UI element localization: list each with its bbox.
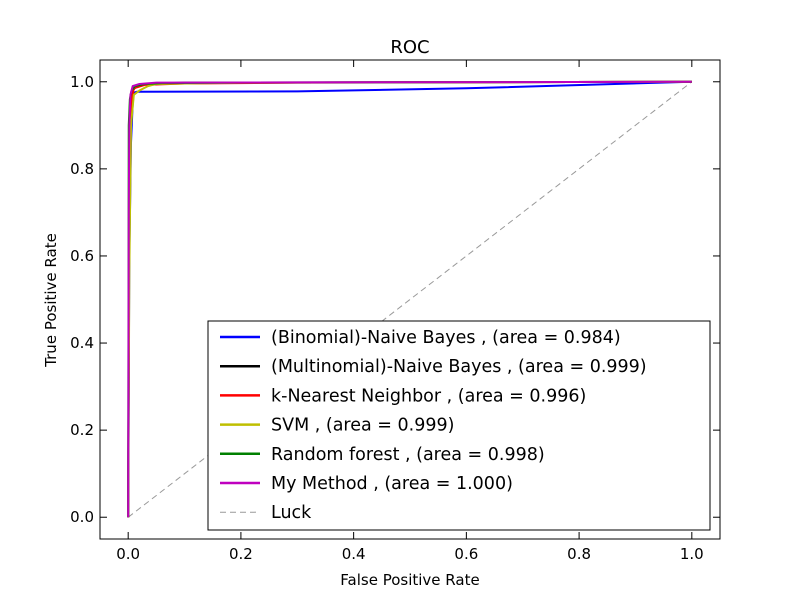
ticks-layer: 0.0 0.2 0.4 0.6 0.8 1.0 0.0 0.2 0.4 0.6 0.8 1.0 xyxy=(70,60,720,563)
x-tick-label: 0.8 xyxy=(567,545,591,563)
x-tick-label: 0.6 xyxy=(454,545,478,563)
x-tick-label: 0.4 xyxy=(342,545,366,563)
y-tick-label: 0.8 xyxy=(70,160,94,178)
legend-label-0: (Binomial)-Naive Bayes , (area = 0.984) xyxy=(271,328,621,348)
legend-frame xyxy=(207,320,711,531)
y-tick-label: 0.6 xyxy=(70,247,94,265)
y-tick-label: 0.2 xyxy=(70,421,94,439)
series-layer xyxy=(127,80,693,518)
x-tick-label: 1.0 xyxy=(680,545,704,563)
x-tick-label: 0.2 xyxy=(229,545,253,563)
x-axis-label: False Positive Rate xyxy=(340,571,479,589)
legend-label-1: (Multinomial)-Naive Bayes , (area = 0.99… xyxy=(271,357,647,377)
legend: (Binomial)-Naive Bayes , (area = 0.984) (… xyxy=(207,320,711,531)
legend-label-4: Random forest , (area = 0.998) xyxy=(271,445,545,465)
legend-label-5: My Method , (area = 1.000) xyxy=(271,474,513,494)
plot-frame xyxy=(99,59,721,540)
series-line-6 xyxy=(127,81,693,518)
y-tick-label: 0.0 xyxy=(70,508,94,526)
y-tick-label: 0.4 xyxy=(70,334,94,352)
x-tick-label: 0.0 xyxy=(116,545,140,563)
legend-label-3: SVM , (area = 0.999) xyxy=(271,416,454,436)
legend-label-6: Luck xyxy=(271,503,312,523)
legend-label-2: k-Nearest Neighbor , (area = 0.996) xyxy=(271,386,586,406)
series-line-5 xyxy=(127,80,692,518)
y-tick-label: 1.0 xyxy=(70,73,94,91)
chart-title: ROC xyxy=(390,37,429,58)
y-axis-label: True Positive Rate xyxy=(42,233,60,368)
